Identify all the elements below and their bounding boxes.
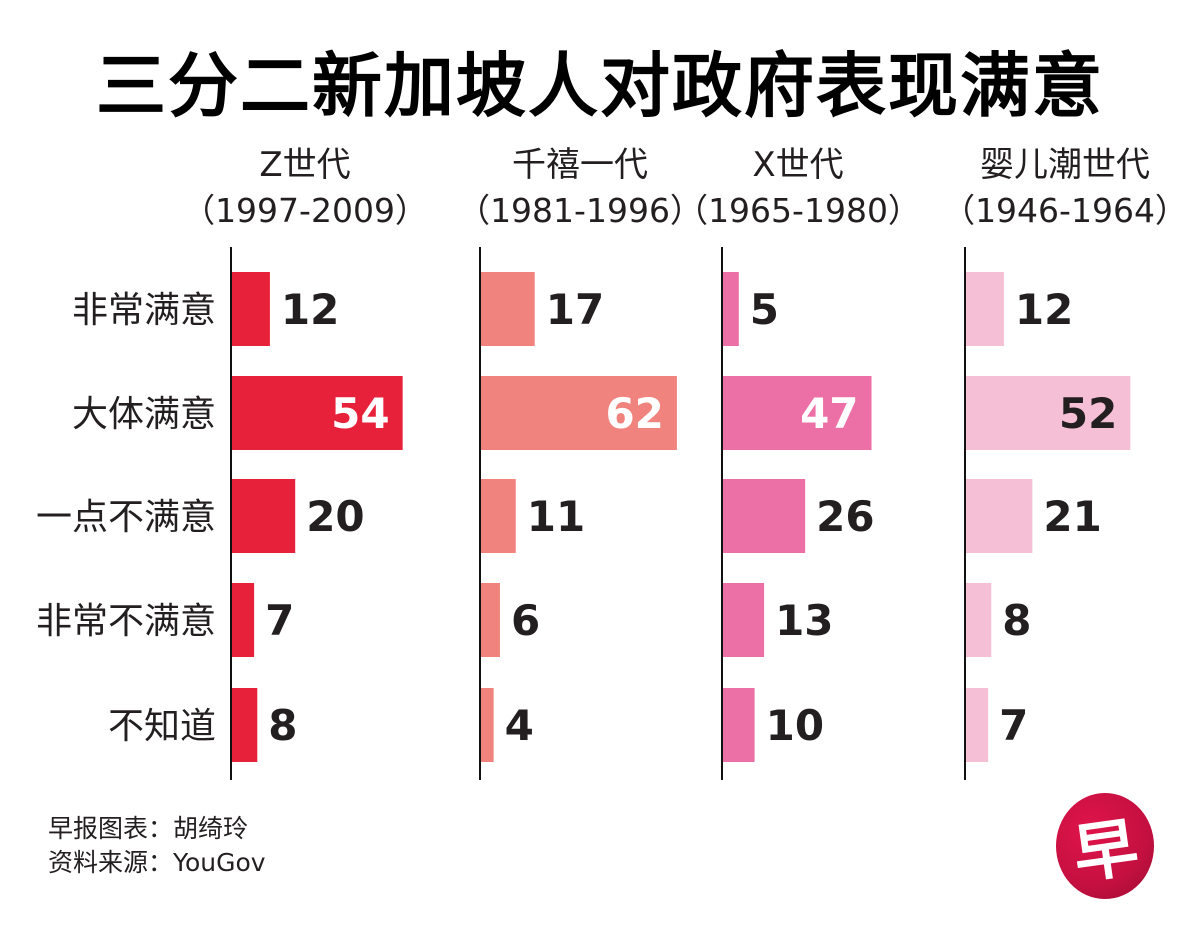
data-label: 8 xyxy=(1002,596,1031,645)
data-label: 5 xyxy=(750,285,779,334)
chart-credit: 早报图表：胡绮玲 xyxy=(48,814,249,843)
bar xyxy=(723,583,765,657)
data-label: 7 xyxy=(265,596,294,645)
chart-title: 三分二新加坡人对政府表现满意 xyxy=(96,45,1104,127)
bar xyxy=(481,688,494,762)
data-label: 13 xyxy=(775,596,833,645)
data-label: 12 xyxy=(281,285,339,334)
category-label: 不知道 xyxy=(108,706,216,747)
data-label: 12 xyxy=(1015,285,1073,334)
bar xyxy=(232,272,270,346)
bar xyxy=(232,583,255,657)
bar xyxy=(966,479,1033,553)
bar-chart: 非常满意大体满意一点不满意非常不满意不知道Z世代（1997-2009）12542… xyxy=(36,145,1188,780)
bar xyxy=(966,376,1131,450)
panel-title: Z世代 xyxy=(259,145,350,185)
data-label: 47 xyxy=(800,389,858,438)
bar xyxy=(723,376,872,450)
bar xyxy=(966,583,992,657)
zaobao-logo: 早 xyxy=(1056,793,1154,899)
data-label: 10 xyxy=(766,701,824,750)
panel-years: （1965-1980） xyxy=(675,191,921,230)
panel-title: X世代 xyxy=(752,145,843,185)
credits: 早报图表：胡绮玲 资料来源：YouGov xyxy=(48,812,266,880)
panel-years: （1946-1964） xyxy=(942,191,1188,230)
bar xyxy=(232,479,296,553)
data-label: 11 xyxy=(527,492,585,541)
panel-title: 千禧一代 xyxy=(512,145,648,185)
data-label: 52 xyxy=(1059,389,1117,438)
bar xyxy=(232,376,403,450)
panel-years: （1997-2009） xyxy=(182,191,428,230)
data-label: 62 xyxy=(605,389,663,438)
panel-years: （1981-1996） xyxy=(457,191,703,230)
bar xyxy=(723,479,806,553)
data-label: 8 xyxy=(268,701,297,750)
bar xyxy=(966,272,1004,346)
data-label: 4 xyxy=(505,701,534,750)
data-label: 7 xyxy=(999,701,1028,750)
category-label: 大体满意 xyxy=(72,394,216,435)
data-label: 20 xyxy=(306,492,364,541)
bar xyxy=(232,688,258,762)
data-label: 54 xyxy=(331,389,389,438)
data-label: 6 xyxy=(511,596,540,645)
bar xyxy=(723,688,755,762)
panel-title: 婴儿潮世代 xyxy=(980,145,1150,185)
data-source: 资料来源：YouGov xyxy=(48,848,266,877)
bar xyxy=(966,688,989,762)
data-label: 26 xyxy=(816,492,874,541)
bar xyxy=(481,376,677,450)
logo-glyph: 早 xyxy=(1068,809,1143,894)
category-label: 一点不满意 xyxy=(36,497,216,538)
bar xyxy=(481,272,535,346)
category-label: 非常满意 xyxy=(72,290,216,331)
bar xyxy=(723,272,739,346)
bar xyxy=(481,479,516,553)
data-label: 21 xyxy=(1043,492,1101,541)
bar xyxy=(481,583,500,657)
category-label: 非常不满意 xyxy=(36,601,216,642)
data-label: 17 xyxy=(546,285,604,334)
